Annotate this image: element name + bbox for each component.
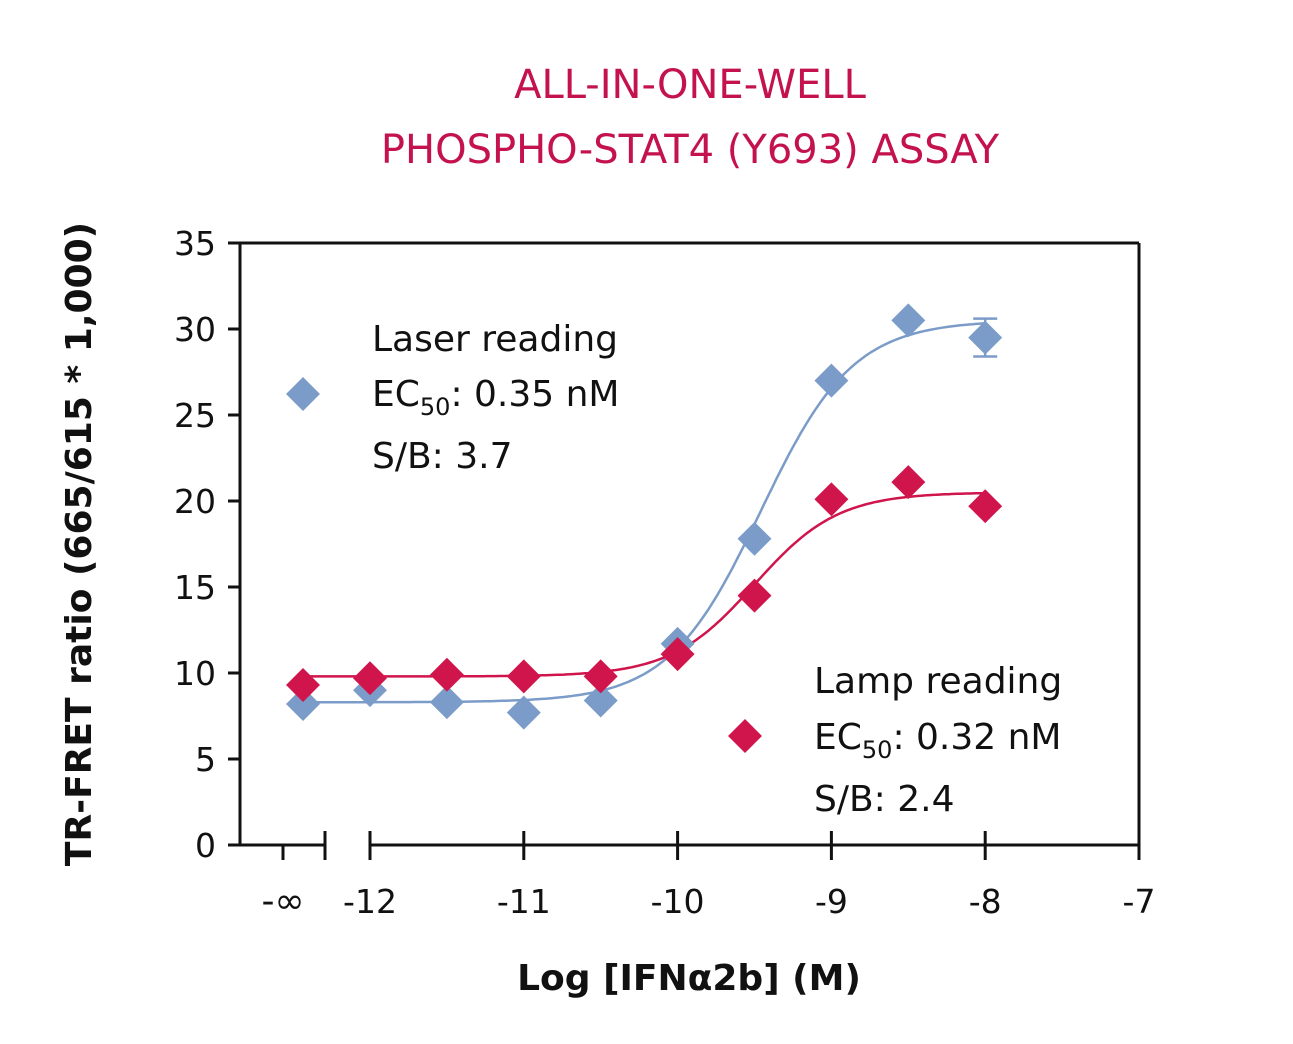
y-tick-label: 15	[174, 568, 216, 607]
legend-lamp-ec50-value: : 0.32 nM	[892, 717, 1061, 758]
data-point-laser	[814, 363, 849, 398]
chart-title-line1: ALL-IN-ONE-WELL	[514, 62, 867, 108]
legend-laser-ec50-prefix: EC	[372, 374, 420, 415]
y-tick-label: 20	[174, 482, 216, 521]
data-point-lamp	[891, 465, 926, 500]
x-tick-label: -11	[497, 882, 551, 921]
data-point-lamp	[737, 578, 772, 613]
y-tick-label: 5	[195, 740, 216, 779]
x-tick-label: -9	[815, 882, 848, 921]
legend-laser-name: Laser reading	[372, 319, 618, 360]
y-tick-label: 35	[174, 224, 216, 263]
legend-laser-ec50-value: : 0.35 nM	[450, 374, 619, 415]
legend-lamp-ec50-sub: 50	[862, 736, 893, 764]
data-point-lamp-baseline	[286, 668, 320, 702]
legend-lamp-name: Lamp reading	[814, 661, 1062, 702]
y-tick-label: 10	[174, 654, 216, 693]
x-axis-break	[281, 831, 372, 860]
legend-laser-ec50-sub: 50	[420, 393, 451, 421]
data-point-lamp	[429, 657, 464, 692]
chart-title-line2: PHOSPHO-STAT4 (Y693) ASSAY	[381, 127, 1000, 173]
legend-lamp-sb: S/B: 2.4	[814, 779, 955, 820]
legend-lamp-ec50: EC50: 0.32 nM	[814, 717, 1062, 764]
legend-marker-lamp	[728, 719, 762, 753]
x-tick-label: -8	[969, 882, 1002, 921]
y-tick-label: 25	[174, 396, 216, 435]
legend-laser-ec50: EC50: 0.35 nM	[372, 374, 620, 421]
y-axis-label: TR-FRET ratio (665/615 * 1,000)	[59, 222, 100, 866]
x-axis-label: Log [IFNα2b] (M)	[517, 958, 861, 999]
legend-laser: Laser reading EC50: 0.35 nM S/B: 3.7	[286, 319, 620, 477]
fit-curve-lamp	[303, 491, 986, 678]
legend-marker-laser	[286, 377, 320, 411]
y-tick-label: 0	[195, 826, 216, 865]
legend-laser-sb: S/B: 3.7	[372, 436, 513, 477]
data-point-laser	[968, 320, 1003, 355]
x-tick-label: -7	[1123, 882, 1156, 921]
legend-lamp-ec50-prefix: EC	[814, 717, 862, 758]
x-tick-label: -10	[651, 882, 705, 921]
plot-frame	[238, 241, 1141, 847]
legend-lamp: Lamp reading EC50: 0.32 nM S/B: 2.4	[728, 661, 1062, 820]
y-axis-ticks: 0 5 10 15 20 25 30 35	[174, 224, 240, 865]
x-tick-label-neg-infinity: -∞	[262, 881, 305, 922]
x-tick-label: -12	[343, 882, 397, 921]
data-point-lamp	[506, 659, 541, 694]
y-tick-label: 30	[174, 310, 216, 349]
